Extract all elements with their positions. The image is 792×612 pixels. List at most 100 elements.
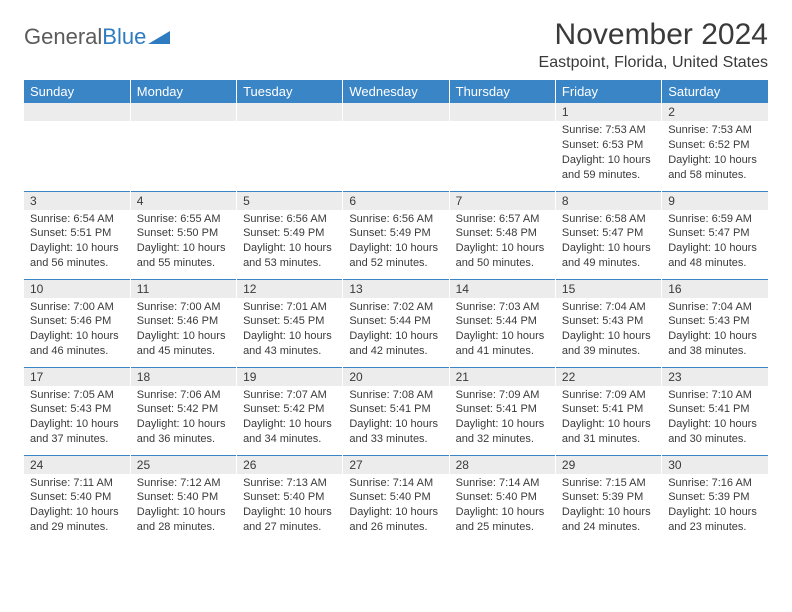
- day-body: Sunrise: 7:07 AMSunset: 5:42 PMDaylight:…: [237, 386, 342, 451]
- day-header: Sunday: [24, 80, 130, 103]
- sunset-text: Sunset: 5:40 PM: [137, 490, 230, 505]
- day-body: Sunrise: 6:58 AMSunset: 5:47 PMDaylight:…: [556, 210, 661, 275]
- sunrise-text: Sunrise: 7:09 AM: [562, 388, 655, 403]
- day-body: Sunrise: 7:11 AMSunset: 5:40 PMDaylight:…: [24, 474, 130, 539]
- sunset-text: Sunset: 5:41 PM: [668, 402, 762, 417]
- sunrise-text: Sunrise: 7:11 AM: [30, 476, 124, 491]
- day-number: 24: [24, 456, 130, 474]
- day-number: 30: [662, 456, 768, 474]
- calendar-day-cell: 27Sunrise: 7:14 AMSunset: 5:40 PMDayligh…: [343, 455, 449, 543]
- sunset-text: Sunset: 5:39 PM: [668, 490, 762, 505]
- day-number: 3: [24, 192, 130, 210]
- sunrise-text: Sunrise: 6:56 AM: [349, 212, 442, 227]
- sunrise-text: Sunrise: 7:07 AM: [243, 388, 336, 403]
- daylight-text: Daylight: 10 hours and 39 minutes.: [562, 329, 655, 359]
- day-number: [343, 103, 448, 121]
- day-body: Sunrise: 7:02 AMSunset: 5:44 PMDaylight:…: [343, 298, 448, 363]
- day-header: Wednesday: [343, 80, 449, 103]
- day-body: Sunrise: 7:06 AMSunset: 5:42 PMDaylight:…: [131, 386, 236, 451]
- calendar-head: Sunday Monday Tuesday Wednesday Thursday…: [24, 80, 768, 103]
- daylight-text: Daylight: 10 hours and 25 minutes.: [456, 505, 549, 535]
- daylight-text: Daylight: 10 hours and 53 minutes.: [243, 241, 336, 271]
- day-header: Saturday: [662, 80, 768, 103]
- sunset-text: Sunset: 5:40 PM: [243, 490, 336, 505]
- sunrise-text: Sunrise: 7:53 AM: [668, 123, 762, 138]
- calendar-day-cell: 15Sunrise: 7:04 AMSunset: 5:43 PMDayligh…: [555, 279, 661, 367]
- day-body: Sunrise: 7:10 AMSunset: 5:41 PMDaylight:…: [662, 386, 768, 451]
- sunset-text: Sunset: 5:47 PM: [668, 226, 762, 241]
- calendar-day-cell: 25Sunrise: 7:12 AMSunset: 5:40 PMDayligh…: [130, 455, 236, 543]
- day-number: 18: [131, 368, 236, 386]
- day-number: 28: [450, 456, 555, 474]
- page-header: GeneralBlue November 2024 Eastpoint, Flo…: [24, 18, 768, 72]
- sunset-text: Sunset: 5:40 PM: [349, 490, 442, 505]
- calendar-day-cell: 6 Sunrise: 6:56 AMSunset: 5:49 PMDaylight…: [343, 191, 449, 279]
- day-number: 29: [556, 456, 661, 474]
- daylight-text: Daylight: 10 hours and 55 minutes.: [137, 241, 230, 271]
- calendar-day-cell: [130, 103, 236, 191]
- sunrise-text: Sunrise: 6:57 AM: [456, 212, 549, 227]
- daylight-text: Daylight: 10 hours and 24 minutes.: [562, 505, 655, 535]
- day-number: 11: [131, 280, 236, 298]
- sunset-text: Sunset: 5:40 PM: [30, 490, 124, 505]
- daylight-text: Daylight: 10 hours and 31 minutes.: [562, 417, 655, 447]
- calendar-day-cell: 14Sunrise: 7:03 AMSunset: 5:44 PMDayligh…: [449, 279, 555, 367]
- daylight-text: Daylight: 10 hours and 37 minutes.: [30, 417, 124, 447]
- calendar-day-cell: 28Sunrise: 7:14 AMSunset: 5:40 PMDayligh…: [449, 455, 555, 543]
- calendar-day-cell: 26 Sunrise: 7:13 AMSunset: 5:40 PMDayligh…: [237, 455, 343, 543]
- calendar-day-cell: 12Sunrise: 7:01 AMSunset: 5:45 PMDayligh…: [237, 279, 343, 367]
- sunrise-text: Sunrise: 7:04 AM: [668, 300, 762, 315]
- calendar-table: Sunday Monday Tuesday Wednesday Thursday…: [24, 80, 768, 543]
- sunrise-text: Sunrise: 7:08 AM: [349, 388, 442, 403]
- sunset-text: Sunset: 5:49 PM: [349, 226, 442, 241]
- daylight-text: Daylight: 10 hours and 23 minutes.: [668, 505, 762, 535]
- calendar-week-row: 17Sunrise: 7:05 AMSunset: 5:43 PMDayligh…: [24, 367, 768, 455]
- day-number: 26: [237, 456, 342, 474]
- daylight-text: Daylight: 10 hours and 50 minutes.: [456, 241, 549, 271]
- calendar-day-cell: 17Sunrise: 7:05 AMSunset: 5:43 PMDayligh…: [24, 367, 130, 455]
- day-number: 17: [24, 368, 130, 386]
- day-body: Sunrise: 6:57 AMSunset: 5:48 PMDaylight:…: [450, 210, 555, 275]
- calendar-day-cell: 4Sunrise: 6:55 AMSunset: 5:50 PMDaylight…: [130, 191, 236, 279]
- day-number: 22: [556, 368, 661, 386]
- daylight-text: Daylight: 10 hours and 27 minutes.: [243, 505, 336, 535]
- day-body: Sunrise: 7:14 AMSunset: 5:40 PMDaylight:…: [343, 474, 448, 539]
- logo-text-general: General: [24, 24, 102, 50]
- daylight-text: Daylight: 10 hours and 34 minutes.: [243, 417, 336, 447]
- calendar-day-cell: 11Sunrise: 7:00 AMSunset: 5:46 PMDayligh…: [130, 279, 236, 367]
- sunset-text: Sunset: 5:41 PM: [349, 402, 442, 417]
- day-body: Sunrise: 7:08 AMSunset: 5:41 PMDaylight:…: [343, 386, 448, 451]
- sunset-text: Sunset: 5:46 PM: [30, 314, 124, 329]
- day-number: 6: [343, 192, 448, 210]
- sunset-text: Sunset: 5:41 PM: [456, 402, 549, 417]
- calendar-day-cell: [24, 103, 130, 191]
- day-body: Sunrise: 7:04 AMSunset: 5:43 PMDaylight:…: [556, 298, 661, 363]
- calendar-body: 1Sunrise: 7:53 AMSunset: 6:53 PMDaylight…: [24, 103, 768, 543]
- sunset-text: Sunset: 5:43 PM: [668, 314, 762, 329]
- daylight-text: Daylight: 10 hours and 52 minutes.: [349, 241, 442, 271]
- day-body: Sunrise: 7:05 AMSunset: 5:43 PMDaylight:…: [24, 386, 130, 451]
- sunset-text: Sunset: 5:45 PM: [243, 314, 336, 329]
- daylight-text: Daylight: 10 hours and 32 minutes.: [456, 417, 549, 447]
- day-body: Sunrise: 6:54 AMSunset: 5:51 PMDaylight:…: [24, 210, 130, 275]
- sunset-text: Sunset: 5:49 PM: [243, 226, 336, 241]
- calendar-day-cell: 23Sunrise: 7:10 AMSunset: 5:41 PMDayligh…: [662, 367, 768, 455]
- day-body: Sunrise: 7:12 AMSunset: 5:40 PMDaylight:…: [131, 474, 236, 539]
- sunrise-text: Sunrise: 7:13 AM: [243, 476, 336, 491]
- sunrise-text: Sunrise: 7:09 AM: [456, 388, 549, 403]
- sunset-text: Sunset: 5:42 PM: [243, 402, 336, 417]
- day-number: 19: [237, 368, 342, 386]
- sunrise-text: Sunrise: 7:10 AM: [668, 388, 762, 403]
- day-number: [450, 103, 555, 121]
- day-body: Sunrise: 7:53 AMSunset: 6:52 PMDaylight:…: [662, 121, 768, 186]
- sunset-text: Sunset: 5:47 PM: [562, 226, 655, 241]
- day-body: Sunrise: 7:53 AMSunset: 6:53 PMDaylight:…: [556, 121, 661, 186]
- calendar-page: GeneralBlue November 2024 Eastpoint, Flo…: [0, 0, 792, 555]
- calendar-day-cell: 2Sunrise: 7:53 AMSunset: 6:52 PMDaylight…: [662, 103, 768, 191]
- day-body: Sunrise: 7:16 AMSunset: 5:39 PMDaylight:…: [662, 474, 768, 539]
- sunrise-text: Sunrise: 7:12 AM: [137, 476, 230, 491]
- calendar-day-cell: 19Sunrise: 7:07 AMSunset: 5:42 PMDayligh…: [237, 367, 343, 455]
- calendar-week-row: 24Sunrise: 7:11 AMSunset: 5:40 PMDayligh…: [24, 455, 768, 543]
- calendar-day-cell: 24Sunrise: 7:11 AMSunset: 5:40 PMDayligh…: [24, 455, 130, 543]
- sunset-text: Sunset: 6:52 PM: [668, 138, 762, 153]
